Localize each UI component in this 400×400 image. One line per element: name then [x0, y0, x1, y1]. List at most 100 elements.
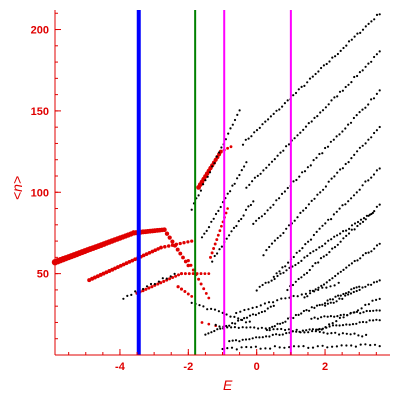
data-point [104, 270, 109, 275]
data-point [332, 301, 335, 304]
data-point [285, 269, 288, 272]
data-point [199, 189, 202, 192]
data-point [271, 333, 274, 336]
data-point [324, 106, 327, 109]
data-point [372, 97, 376, 100]
data-point [345, 332, 348, 335]
data-point [206, 175, 209, 178]
data-point [237, 326, 240, 329]
data-point [350, 38, 353, 41]
x-tick-label: -2 [183, 361, 193, 373]
data-point [350, 262, 353, 265]
data-point [207, 272, 211, 275]
data-point [258, 336, 261, 339]
data-point [284, 328, 287, 332]
data-point [336, 243, 339, 246]
data-point [144, 252, 149, 256]
data-point [269, 347, 272, 350]
data-point [265, 166, 268, 169]
data-point [333, 246, 337, 249]
data-point [156, 247, 160, 251]
data-point [344, 85, 347, 89]
data-point [279, 151, 282, 154]
data-point [113, 266, 117, 271]
data-point [210, 307, 213, 310]
data-point [346, 314, 349, 317]
data-point [263, 302, 266, 305]
data-point [203, 272, 207, 276]
data-point [207, 332, 210, 335]
data-point [328, 323, 331, 326]
data-point [369, 344, 372, 347]
data-point [298, 175, 301, 178]
data-point [361, 28, 365, 31]
data-point [323, 315, 326, 318]
data-point [255, 305, 258, 309]
data-point [328, 325, 331, 328]
data-point [330, 177, 333, 180]
data-point [372, 281, 376, 284]
data-point [355, 310, 359, 313]
data-point [314, 330, 317, 333]
data-point [286, 288, 289, 292]
data-point [260, 310, 263, 314]
data-point [355, 322, 358, 325]
data-point [296, 295, 299, 298]
data-point [294, 280, 297, 283]
data-point [271, 325, 274, 328]
data-point [349, 292, 353, 295]
data-point [322, 64, 325, 67]
x-tick-label: -4 [115, 361, 126, 373]
data-point [256, 174, 259, 177]
data-point [332, 213, 335, 216]
data-point [307, 331, 310, 334]
data-point [241, 318, 244, 322]
data-point [190, 208, 193, 211]
data-point [191, 272, 195, 276]
data-point [206, 308, 209, 311]
data-point [282, 231, 285, 235]
data-point [365, 309, 368, 313]
data-point [156, 282, 160, 286]
data-point [356, 224, 359, 228]
data-point [262, 254, 265, 257]
data-point [328, 60, 331, 63]
data-point [209, 255, 212, 259]
data-point [202, 305, 205, 308]
data-point [335, 345, 338, 348]
data-point [367, 251, 370, 254]
data-point [202, 287, 206, 291]
data-point [350, 157, 353, 160]
data-point [373, 210, 376, 213]
data-point [260, 326, 263, 329]
data-point [226, 326, 229, 329]
data-point [364, 65, 367, 68]
data-point [353, 311, 356, 314]
data-point [213, 242, 217, 246]
data-point [147, 250, 152, 255]
data-point [245, 316, 249, 319]
data-point [197, 194, 200, 197]
data-point [319, 257, 323, 260]
data-point [207, 322, 211, 326]
data-point [283, 102, 286, 105]
data-point [328, 279, 331, 282]
data-point [375, 53, 378, 56]
data-point [216, 233, 220, 237]
data-point [349, 333, 352, 336]
data-point [311, 265, 314, 268]
data-point [321, 245, 324, 248]
data-point [347, 293, 350, 296]
data-point [317, 70, 320, 73]
data-point [364, 180, 367, 183]
data-point [309, 164, 312, 167]
data-point [326, 145, 330, 148]
x-axis-label: E [223, 377, 233, 393]
data-point [370, 176, 373, 179]
data-point [375, 205, 378, 208]
data-point [220, 146, 223, 149]
data-point [295, 178, 298, 182]
data-point [130, 258, 135, 263]
data-point [259, 172, 262, 175]
